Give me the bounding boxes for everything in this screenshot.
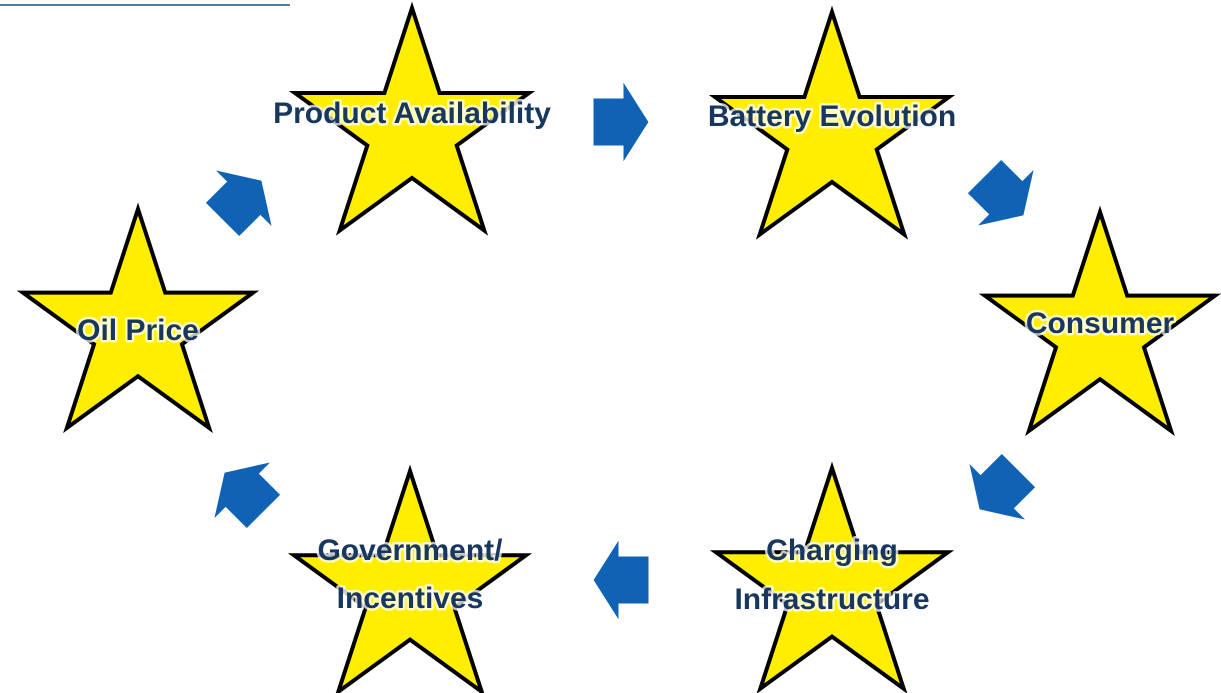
star xyxy=(708,5,956,240)
star xyxy=(16,202,260,434)
cycle-arrow xyxy=(204,168,274,238)
node-label: Charging xyxy=(766,534,898,567)
star xyxy=(978,205,1221,437)
stars xyxy=(16,1,1221,693)
node-label: Consumer xyxy=(1026,307,1175,340)
node-label: Oil Price xyxy=(77,314,199,347)
star xyxy=(288,1,536,236)
arrows xyxy=(204,79,1037,623)
star xyxy=(709,461,955,693)
node-label: Infrastructure xyxy=(734,583,929,616)
node-label: Product Availability xyxy=(273,97,551,130)
cycle-arrow xyxy=(592,79,650,165)
cycle-arrow xyxy=(967,452,1037,522)
node-label: Government/ xyxy=(317,534,503,567)
node-label: Incentives xyxy=(337,582,484,615)
cycle-arrow xyxy=(966,158,1036,228)
node-label: Battery Evolution xyxy=(708,100,956,133)
star xyxy=(287,464,533,693)
cycle-arrow xyxy=(592,537,650,623)
cycle-arrow xyxy=(212,460,282,530)
labels: Product Availability Battery Evolution Con… xyxy=(75,94,1177,618)
